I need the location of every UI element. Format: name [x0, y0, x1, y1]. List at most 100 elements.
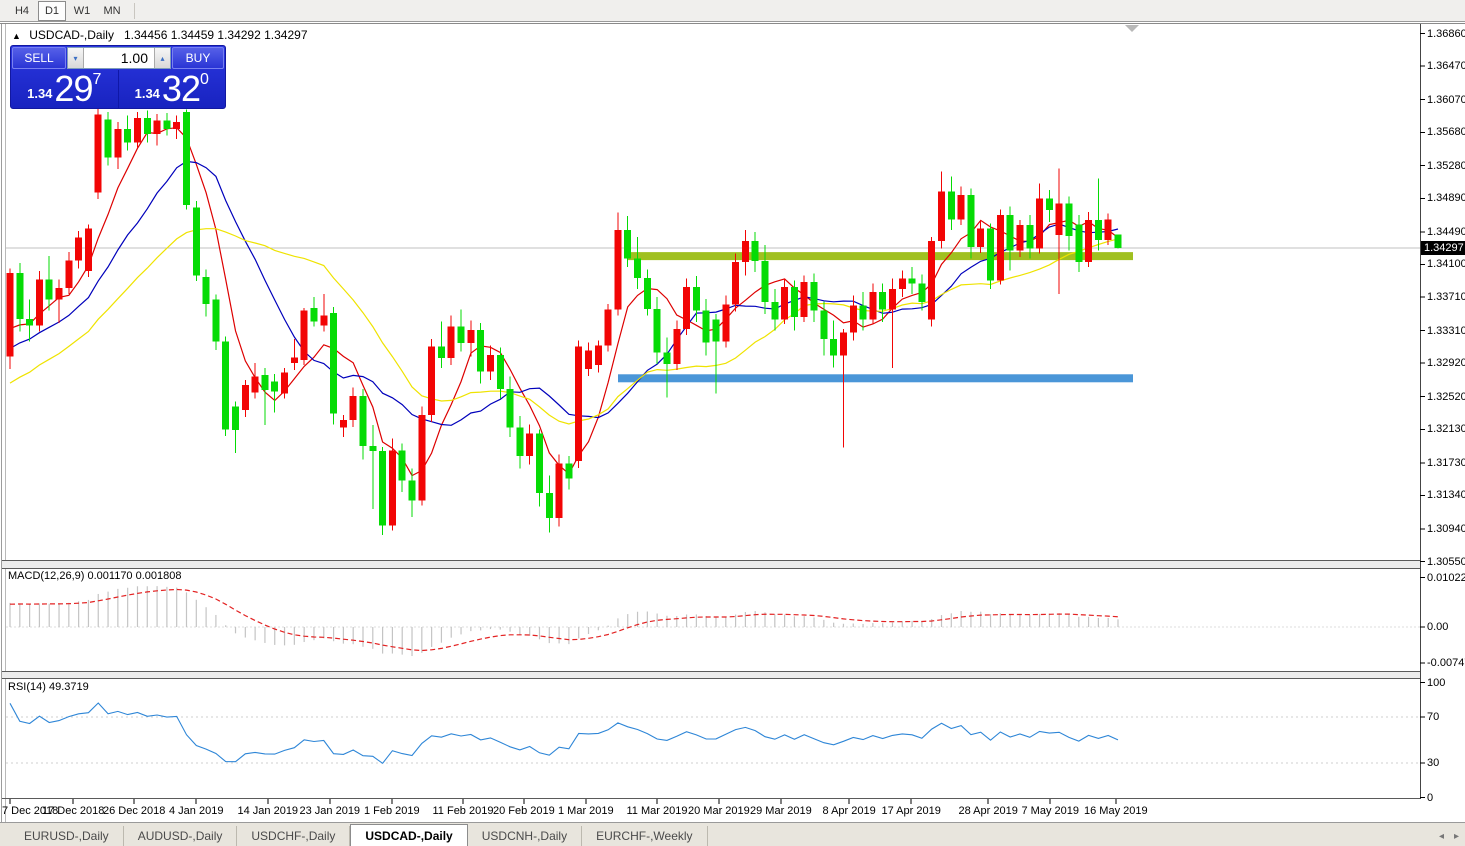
resistance-ray[interactable]: [628, 252, 1133, 261]
price-axis-label: 1.36070: [1427, 93, 1465, 106]
macd-axis-label: 0.010229: [1427, 571, 1465, 584]
volume-increase-button[interactable]: ▴: [154, 48, 170, 68]
price-axis-label: 1.34100: [1427, 258, 1465, 271]
candle: [182, 112, 190, 206]
candle: [947, 191, 955, 220]
candle: [928, 241, 936, 320]
tab-eurusd-daily[interactable]: EURUSD-,Daily: [10, 826, 124, 846]
buy-button[interactable]: BUY: [172, 47, 224, 69]
candle: [1065, 203, 1073, 237]
candle: [957, 195, 965, 220]
rsi-panel-bottom-border: [2, 798, 1420, 799]
candle: [585, 350, 593, 370]
mid-ma-line: [9, 160, 1119, 426]
candle: [6, 272, 14, 357]
tabs-scroll-left-icon[interactable]: ◂: [1438, 831, 1444, 842]
macd-panel-top-border: [2, 568, 1420, 569]
candle: [594, 345, 602, 365]
toolbar-separator: [134, 2, 135, 19]
sell-price-display[interactable]: 1.34 29 7: [11, 70, 119, 108]
macd-signal-line: [9, 588, 1119, 652]
tab-usdchf-daily[interactable]: USDCHF-,Daily: [237, 826, 351, 846]
panel-divider[interactable]: [2, 672, 1420, 678]
chart-symbol-label: USDCAD-,Daily: [29, 28, 114, 42]
candle: [643, 277, 651, 309]
candle: [898, 278, 906, 289]
candle: [45, 279, 53, 300]
macd-current-values: 0.001170 0.001808: [87, 570, 182, 582]
candle: [1055, 203, 1063, 236]
candle: [418, 415, 426, 501]
price-axis-separator[interactable]: [1420, 24, 1421, 799]
candle: [987, 228, 995, 281]
rsi-axis-label: 100: [1427, 676, 1446, 689]
candle: [232, 406, 240, 431]
macd-panel-bottom-border: [2, 671, 1420, 672]
tab-usdcnh-daily[interactable]: USDCNH-,Daily: [468, 826, 583, 846]
price-axis-label: 1.33710: [1427, 291, 1465, 304]
candle: [84, 228, 92, 272]
date-axis-label: 8 Apr 2019: [822, 805, 876, 817]
panel-divider[interactable]: [2, 561, 1420, 568]
tabs-scroll-right-icon[interactable]: ▸: [1453, 831, 1459, 842]
candle: [261, 374, 269, 391]
candle: [271, 381, 279, 392]
candle: [16, 272, 24, 319]
current-price-tag: 1.34297: [1421, 241, 1465, 255]
timeframe-button-h4[interactable]: H4: [14, 4, 30, 17]
candle: [790, 287, 798, 318]
chart-shift-marker-icon[interactable]: [1125, 25, 1139, 32]
macd-label: MACD(12,26,9) 0.001170 0.001808: [8, 570, 182, 582]
date-axis-label: 14 Jan 2019: [237, 805, 299, 817]
volume-decrease-button[interactable]: ▾: [68, 48, 84, 68]
price-axis-label: 1.33310: [1427, 324, 1465, 337]
tab-audusd-daily[interactable]: AUDUSD-,Daily: [124, 826, 238, 846]
candle: [104, 119, 112, 158]
candle: [732, 261, 740, 305]
buy-price-display[interactable]: 1.34 32 0: [119, 70, 226, 108]
candle: [741, 241, 749, 262]
rsi-axis-label: 70: [1427, 711, 1440, 723]
sell-price-sup: 7: [92, 71, 102, 88]
chart-ohlc-values: 1.34456 1.34459 1.34292 1.34297: [123, 28, 308, 42]
candle: [653, 308, 661, 353]
candle: [535, 433, 543, 493]
chart-header: ▲ USDCAD-,Daily 1.34456 1.34459 1.34292 …: [12, 28, 308, 42]
date-axis-label: 20 Feb 2019: [493, 805, 555, 817]
candle: [938, 191, 946, 242]
candle: [124, 128, 132, 143]
volume-input[interactable]: [84, 48, 154, 68]
slow-ma-line: [9, 228, 1119, 425]
candle: [604, 309, 612, 346]
candle: [781, 287, 789, 320]
tab-usdcad-daily[interactable]: USDCAD-,Daily: [350, 824, 468, 846]
candle: [683, 287, 691, 329]
candle: [65, 260, 73, 288]
candle: [359, 395, 367, 447]
timeframe-button-w1[interactable]: W1: [73, 4, 91, 17]
candle: [869, 292, 877, 320]
timeframe-toolbar: H4 D1 W1 MN: [0, 0, 1465, 22]
date-axis-label: 1 Mar 2019: [558, 805, 614, 817]
price-axis-label: 1.32920: [1427, 357, 1465, 370]
price-axis-label: 1.34490: [1427, 225, 1465, 238]
chart-frame-left: [5, 24, 6, 822]
candle: [800, 282, 808, 318]
timeframe-button-mn[interactable]: MN: [103, 4, 121, 17]
support-ray[interactable]: [618, 374, 1133, 383]
rsi-label: RSI(14) 49.3719: [8, 681, 89, 693]
candle: [702, 310, 710, 343]
candle: [192, 207, 200, 276]
tab-eurchf-weekly[interactable]: EURCHF-,Weekly: [582, 826, 708, 846]
candle: [908, 278, 916, 284]
candle: [467, 329, 475, 344]
timeframe-button-d1[interactable]: D1: [38, 0, 66, 21]
volume-spinner: ▾ ▴: [67, 47, 171, 69]
collapse-panel-icon[interactable]: ▲: [12, 31, 21, 41]
sell-button[interactable]: SELL: [12, 47, 66, 69]
candle: [55, 287, 63, 300]
candle: [516, 427, 524, 457]
candle: [398, 450, 406, 481]
rsi-line: [9, 702, 1119, 765]
